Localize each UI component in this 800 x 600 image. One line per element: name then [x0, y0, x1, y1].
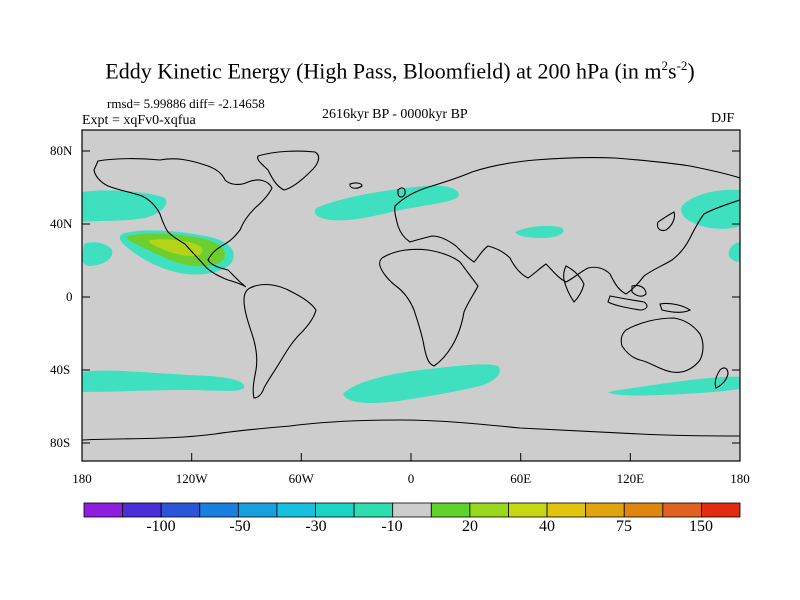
coast-indonesia: [607, 295, 648, 311]
lat-tick-0: 0: [66, 289, 73, 304]
coast-india: [563, 265, 585, 303]
colorbar: [83, 502, 741, 518]
colorbar-swatch: [392, 502, 432, 518]
anomaly-south-indian: [608, 376, 740, 396]
lon-tick-120w: 120W: [175, 471, 208, 486]
coast-south-america: [243, 283, 317, 399]
coast-japan: [656, 211, 676, 232]
season-label: DJF: [711, 111, 735, 126]
anomaly-asia: [515, 225, 564, 238]
lon-tick-60w: 60W: [288, 471, 314, 486]
colorbar-swatch: [623, 502, 664, 518]
anomaly-subtropical-pacific-east: [728, 242, 740, 262]
rmsd-diff-stats: rmsd= 5.99886 diff= -2.14658: [107, 96, 265, 111]
map-background: [82, 130, 740, 461]
coast-borneo: [631, 284, 647, 297]
anomaly-n-pacific-east: [681, 189, 740, 229]
period-label: 2616kyr BP - 0000kyr BP: [322, 107, 468, 122]
lon-tick-60e: 60E: [510, 471, 532, 486]
colorbar-swatch: [546, 502, 587, 518]
coast-africa: [379, 248, 479, 367]
lat-tick-80s: 80S: [50, 435, 71, 450]
colorbar-label: 40: [539, 518, 555, 535]
colorbar-swatch: [353, 502, 394, 518]
colorbar-label: 75: [616, 518, 632, 535]
colorbar-label: -10: [381, 518, 403, 535]
colorbar-swatch: [701, 502, 741, 518]
colorbar-label: 150: [689, 518, 713, 535]
colorbar-swatch: [276, 502, 316, 518]
anomaly-south-pacific: [82, 370, 245, 392]
colorbar-label: -100: [146, 518, 176, 535]
lat-tick-40n: 40N: [50, 216, 73, 231]
colorbar-swatch: [160, 502, 201, 518]
colorbar-swatch: [585, 502, 625, 518]
coast-australia: [620, 317, 704, 373]
coast-new-guinea: [659, 302, 692, 313]
colorbar-label: 20: [462, 518, 478, 535]
experiment-label: Expt = xqFv0-xqfua: [82, 113, 196, 128]
colorbar-swatch: [237, 502, 278, 518]
lon-tick-0: 0: [407, 471, 415, 486]
anomaly-mexico-yellowgreen: [149, 239, 203, 257]
lon-tick-180e: 180: [730, 471, 750, 486]
colorbar-label: -30: [305, 518, 327, 535]
anomaly-n-atlantic: [314, 185, 459, 221]
anomaly-subtropical-pacific: [82, 242, 113, 266]
coast-new-zealand: [714, 367, 729, 389]
colorbar-swatch: [83, 502, 123, 518]
chart-title: Eddy Kinetic Energy (High Pass, Bloomfie…: [105, 58, 695, 84]
colorbar-swatch: [508, 502, 548, 518]
coast-north-america: [93, 158, 273, 288]
lat-tick-80n: 80N: [50, 143, 73, 158]
coast-eurasia: [394, 157, 740, 295]
lon-tick-120e: 120E: [616, 471, 645, 486]
colorbar-swatch: [122, 502, 162, 518]
colorbar-swatch: [469, 502, 509, 518]
lon-tick-180w: 180: [72, 471, 92, 486]
coast-greenland: [257, 150, 320, 191]
coast-iceland: [349, 182, 363, 189]
colorbar-label: -50: [229, 518, 251, 535]
colorbar-swatch: [662, 502, 702, 518]
coast-uk: [397, 187, 406, 198]
colorbar-swatch: [315, 502, 355, 518]
anomaly-south-atlantic: [343, 364, 500, 403]
colorbar-swatch: [430, 502, 471, 518]
colorbar-swatch: [199, 502, 239, 518]
lat-tick-40s: 40S: [50, 362, 71, 377]
coast-antarctica: [82, 419, 740, 441]
